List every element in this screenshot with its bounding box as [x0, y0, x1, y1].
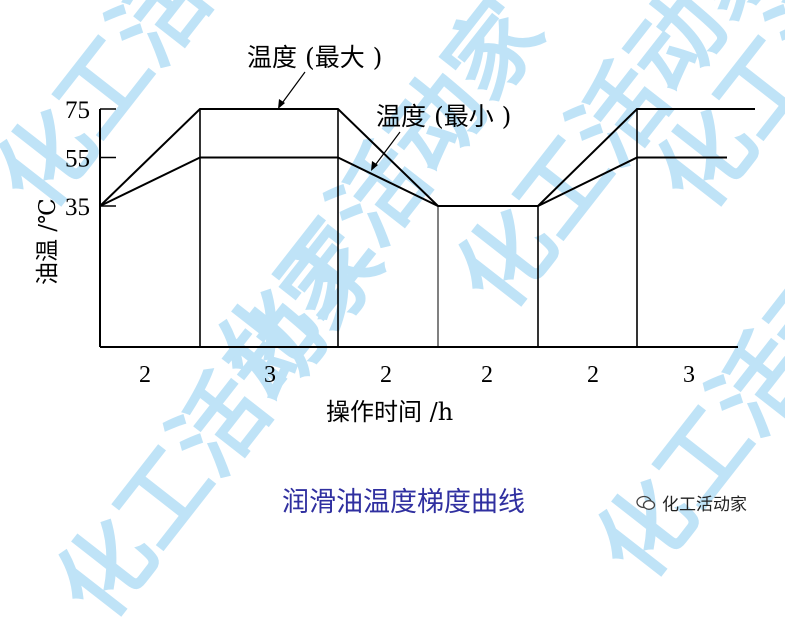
x-segment-label: 2: [380, 362, 392, 388]
x-segment-label: 2: [587, 362, 599, 388]
x-segment-label: 2: [481, 362, 493, 388]
logo: 化工活动家: [636, 490, 747, 515]
x-segment-label: 2: [139, 362, 151, 388]
annotation-arrow: [280, 72, 305, 106]
x-segment-label: 3: [683, 362, 695, 388]
chart-title: 润滑油温度梯度曲线: [282, 480, 525, 519]
y-tick-label: 55: [65, 146, 90, 173]
annotation-arrow: [373, 132, 400, 168]
x-axis-label: 操作时间 /h: [326, 398, 453, 426]
chart: 35 55 75 2 3 2 2 2 3 温度 (最大 ) 温度 (最小 ) 操作时间 /h 油温 /℃: [0, 0, 785, 535]
y-tick-label: 35: [65, 194, 90, 221]
y-axis-label: 油温 /℃: [35, 198, 61, 285]
legend-label-max: 温度 (最大 ): [247, 43, 382, 72]
y-tick-label: 75: [65, 97, 90, 124]
legend-label-min: 温度 (最小 ): [376, 102, 511, 131]
wechat-icon: [636, 495, 656, 511]
x-segment-label: 3: [264, 362, 276, 388]
logo-text: 化工活动家: [662, 490, 747, 515]
